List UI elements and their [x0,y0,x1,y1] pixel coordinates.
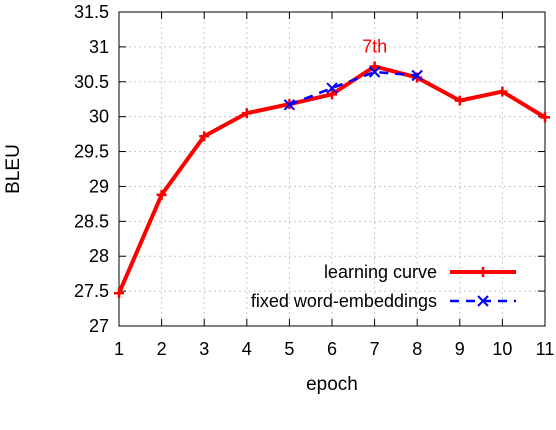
data-point [241,108,252,119]
y-tick-label: 29.5 [74,142,109,162]
y-tick-label: 31 [89,37,109,57]
x-tick-label: 6 [327,339,337,359]
x-tick-label: 10 [492,339,512,359]
data-point [114,288,124,299]
y-tick-label: 31.5 [74,2,109,22]
data-point [283,99,296,111]
legend-swatch-marker [477,295,489,307]
series-line-fixed-word-embeddings [288,70,418,106]
x-axis-title: epoch [306,374,358,395]
data-point [497,86,508,97]
x-tick-label: 1 [114,339,124,359]
y-tick-label: 27 [89,316,109,336]
x-tick-label: 8 [412,339,422,359]
data-point [454,95,465,106]
plot-frame [118,11,546,327]
y-tick-label: 30.5 [74,72,109,92]
data-point [368,66,381,78]
x-tick-label: 2 [157,339,167,359]
data-point [156,189,167,200]
x-tick-label: 9 [455,339,465,359]
data-point [411,69,423,82]
x-tick-label: 3 [199,339,209,359]
y-tick-label: 29 [89,176,109,196]
legend: learning curve fixed word-embeddings [251,262,516,311]
data-point [369,61,380,72]
annotation-7th: 7th [362,36,387,56]
legend-label: fixed word-embeddings [251,291,437,311]
x-tick-label: 7 [370,339,380,359]
y-tick-label: 27.5 [74,281,109,301]
legend-swatch-marker [478,267,488,277]
data-point [327,89,337,100]
legend-label: learning curve [324,262,437,282]
series-line-learning-curve [117,64,547,294]
data-point [540,112,550,123]
x-axis-ticks: 1 2 3 4 5 6 7 8 9 10 11 [114,12,554,359]
y-tick-label: 28 [89,246,109,266]
x-tick-label: 5 [284,339,294,359]
x-tick-label: 11 [536,339,555,359]
y-tick-label: 28.5 [74,211,109,231]
y-axis-title: BLEU [3,144,24,194]
data-point [326,82,338,94]
series [114,61,550,299]
annotations: 7th [362,36,387,56]
y-axis-ticks: 27 27.5 28 28.5 29 29.5 30 30.5 31 31.5 [74,2,545,336]
x-tick-label: 4 [242,339,252,359]
y-tick-label: 30 [89,107,109,127]
data-point [199,131,210,142]
